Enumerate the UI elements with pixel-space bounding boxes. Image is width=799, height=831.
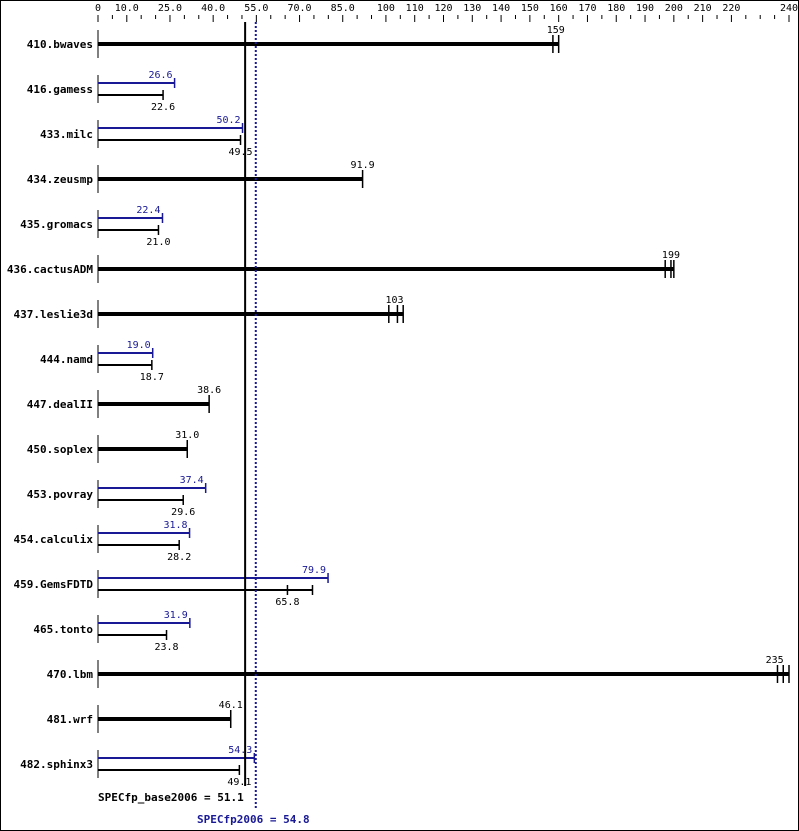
bar-row-434.zeusmp: 434.zeusmp 91.9 bbox=[27, 160, 375, 193]
base-value-label: 29.6 bbox=[171, 507, 195, 518]
axis-tick-label: 220 bbox=[722, 3, 740, 14]
axis-tick-label: 110 bbox=[406, 3, 424, 14]
bars: 410.bwaves 159 416.gamess 26.6 22.6 433.milc 5… bbox=[7, 25, 790, 788]
bar-row-444.namd: 444.namd 19.0 18.7 bbox=[40, 340, 164, 383]
peak-value-label: 54.3 bbox=[228, 745, 252, 756]
base-value-label: 91.9 bbox=[351, 160, 375, 171]
base-value-label: 21.0 bbox=[146, 237, 170, 248]
bar-row-454.calculix: 454.calculix 31.8 28.2 bbox=[14, 520, 192, 563]
bar-row-470.lbm: 470.lbm 235 bbox=[47, 655, 790, 688]
base-value-label: 46.1 bbox=[219, 700, 243, 711]
axis-tick-label: 210 bbox=[694, 3, 712, 14]
base-value-label: 22.6 bbox=[151, 102, 175, 113]
axis-tick-label: 100 bbox=[377, 3, 395, 14]
axis-tick-label: 180 bbox=[607, 3, 625, 14]
peak-value-label: 26.6 bbox=[148, 70, 172, 81]
bar-row-433.milc: 433.milc 50.2 49.5 bbox=[40, 115, 253, 158]
base-value-label: 159 bbox=[547, 25, 565, 36]
bar-row-450.soplex: 450.soplex 31.0 bbox=[27, 430, 199, 463]
bar-row-447.dealII: 447.dealII 38.6 bbox=[27, 385, 221, 418]
peak-summary-label: SPECfp2006 = 54.8 bbox=[197, 813, 310, 826]
peak-value-label: 79.9 bbox=[302, 565, 326, 576]
bar-row-435.gromacs: 435.gromacs 22.4 21.0 bbox=[20, 205, 170, 248]
axis-tick-label: 0 bbox=[95, 3, 101, 14]
benchmark-label: 454.calculix bbox=[14, 533, 94, 546]
bar-row-437.leslie3d: 437.leslie3d 103 bbox=[14, 295, 404, 328]
base-value-label: 65.8 bbox=[275, 597, 299, 608]
axis-tick-label: 200 bbox=[665, 3, 683, 14]
benchmark-label: 465.tonto bbox=[33, 623, 93, 636]
bar-row-465.tonto: 465.tonto 31.9 23.8 bbox=[33, 610, 191, 653]
bar-row-459.GemsFDTD: 459.GemsFDTD 79.9 65.8 bbox=[14, 565, 329, 608]
axis-tick-label: 10.0 bbox=[115, 3, 139, 14]
bar-row-482.sphinx3: 482.sphinx3 54.3 49.1 bbox=[20, 745, 256, 788]
peak-value-label: 37.4 bbox=[180, 475, 204, 486]
axis-tick-label: 150 bbox=[521, 3, 539, 14]
benchmark-label: 459.GemsFDTD bbox=[14, 578, 94, 591]
peak-value-label: 22.4 bbox=[136, 205, 160, 216]
base-value-label: 38.6 bbox=[197, 385, 221, 396]
base-value-label: 49.5 bbox=[228, 147, 252, 158]
axis-tick-label: 25.0 bbox=[158, 3, 182, 14]
benchmark-label: 434.zeusmp bbox=[27, 173, 94, 186]
bar-row-453.povray: 453.povray 37.4 29.6 bbox=[27, 475, 207, 518]
peak-value-label: 31.9 bbox=[164, 610, 188, 621]
benchmark-label: 433.milc bbox=[40, 128, 93, 141]
base-summary-label: SPECfp_base2006 = 51.1 bbox=[98, 791, 244, 804]
base-value-label: 23.8 bbox=[154, 642, 178, 653]
benchmark-label: 447.dealII bbox=[27, 398, 93, 411]
benchmark-label: 437.leslie3d bbox=[14, 308, 93, 321]
benchmark-label: 450.soplex bbox=[27, 443, 94, 456]
axis-tick-label: 170 bbox=[578, 3, 596, 14]
axis-tick-label: 40.0 bbox=[201, 3, 225, 14]
peak-value-label: 50.2 bbox=[216, 115, 240, 126]
axis-tick-label: 240 bbox=[780, 3, 798, 14]
axis-tick-label: 140 bbox=[492, 3, 510, 14]
axis-tick-label: 85.0 bbox=[331, 3, 355, 14]
base-value-label: 199 bbox=[662, 250, 680, 261]
axis-tick-label: 55.0 bbox=[244, 3, 268, 14]
base-value-label: 49.1 bbox=[227, 777, 251, 788]
axis-tick-label: 70.0 bbox=[287, 3, 311, 14]
benchmark-label: 453.povray bbox=[27, 488, 94, 501]
x-axis: 0 10.0 25.0 40.0 55.0 70.0 85.0 100 110 120 130 140… bbox=[95, 3, 798, 22]
axis-tick-label: 160 bbox=[550, 3, 568, 14]
bar-row-436.cactusADM: 436.cactusADM 199 bbox=[7, 250, 680, 283]
bar-row-416.gamess: 416.gamess 26.6 22.6 bbox=[27, 70, 176, 113]
benchmark-label: 482.sphinx3 bbox=[20, 758, 93, 771]
benchmark-label: 470.lbm bbox=[47, 668, 94, 681]
axis-tick-label: 120 bbox=[434, 3, 452, 14]
peak-value-label: 19.0 bbox=[127, 340, 151, 351]
benchmark-label: 416.gamess bbox=[27, 83, 93, 96]
benchmark-label: 444.namd bbox=[40, 353, 93, 366]
axis-tick-label: 190 bbox=[636, 3, 654, 14]
base-value-label: 18.7 bbox=[140, 372, 164, 383]
reference-lines bbox=[244, 22, 257, 808]
bar-row-410.bwaves: 410.bwaves 159 bbox=[27, 25, 565, 58]
base-value-label: 31.0 bbox=[175, 430, 199, 441]
benchmark-label: 410.bwaves bbox=[27, 38, 93, 51]
benchmark-label: 435.gromacs bbox=[20, 218, 93, 231]
peak-value-label: 31.8 bbox=[163, 520, 187, 531]
benchmark-label: 436.cactusADM bbox=[7, 263, 93, 276]
base-value-label: 103 bbox=[386, 295, 404, 306]
benchmark-label: 481.wrf bbox=[47, 713, 93, 726]
base-value-label: 28.2 bbox=[167, 552, 191, 563]
axis-tick-label: 130 bbox=[463, 3, 481, 14]
base-value-label: 235 bbox=[766, 655, 784, 666]
bar-row-481.wrf: 481.wrf 46.1 bbox=[47, 700, 243, 733]
